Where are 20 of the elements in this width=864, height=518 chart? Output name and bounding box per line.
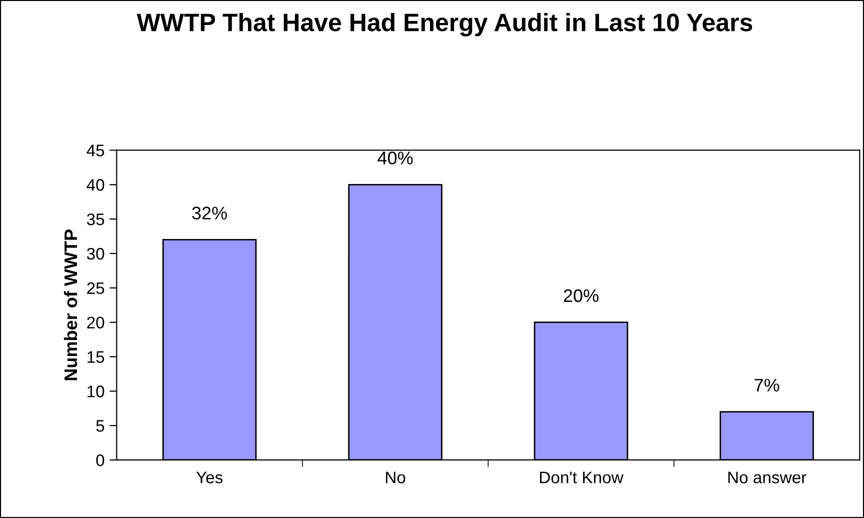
x-tick-label: Yes	[196, 472, 223, 484]
y-axis-title: Number of WWTP	[64, 229, 78, 380]
data-label: 40%	[378, 152, 413, 164]
data-label: 20%	[564, 289, 598, 302]
chart-title: WWTP That Have Had Energy Audit in Last 10 Years	[136, 12, 752, 36]
y-tick-label: 45	[86, 144, 104, 156]
data-label: 32%	[192, 206, 227, 220]
y-tick-label: 30	[86, 248, 104, 260]
y-tick-label: 40	[86, 179, 104, 191]
y-tick-label: 5	[96, 420, 104, 432]
x-tick-label: Don't Know	[540, 472, 624, 484]
x-tick-label: No	[386, 472, 406, 484]
y-tick-label: 15	[88, 351, 104, 363]
x-tick-label: No answer	[728, 472, 806, 484]
y-tick-label: 25	[87, 282, 104, 294]
y-tick-label: 20	[87, 316, 104, 329]
y-tick-label: 0	[96, 454, 104, 466]
y-tick-label: 10	[88, 386, 104, 398]
y-tick-label: 35	[86, 213, 104, 226]
data-label: 7%	[754, 378, 780, 392]
